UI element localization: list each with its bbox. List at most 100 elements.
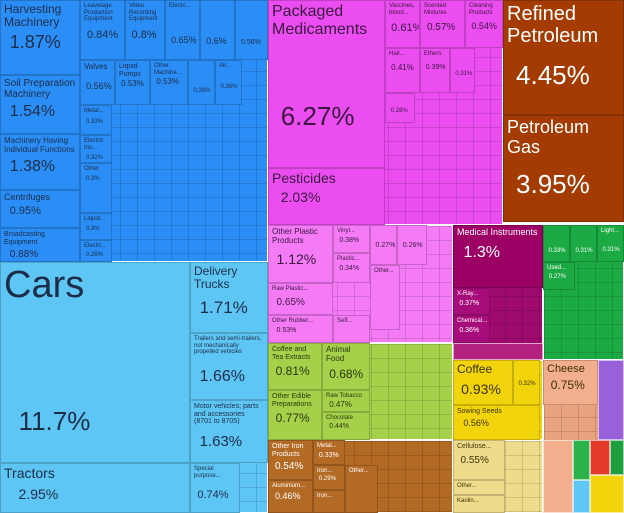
tile-label: Other Rubber... xyxy=(272,318,314,324)
tile: Air... 0.36% xyxy=(215,60,242,105)
tile: Electric Ins... 0.32% xyxy=(80,135,112,163)
tile: Motor vehicles; parts and accessories (8… xyxy=(190,400,268,463)
tile-label: Air... xyxy=(219,63,232,69)
tile-value: 0.65% xyxy=(276,296,305,308)
tile: Other... xyxy=(453,480,505,495)
tile: Vaccines, blood... 0.61% xyxy=(385,0,420,48)
tile-label: Soil Preparation Machinery xyxy=(4,78,76,100)
group-area xyxy=(543,440,573,513)
tile: Other 0.3% xyxy=(80,163,112,213)
tile-value: 1.38% xyxy=(9,157,56,175)
tile-value: 0.88% xyxy=(9,249,39,261)
tile-label: Special purpose... xyxy=(194,466,221,479)
tile-label: Medical Instruments xyxy=(457,227,538,237)
group-area xyxy=(453,343,543,360)
tile: Electri... 0.65% xyxy=(165,0,200,60)
tile: 0.28% xyxy=(385,93,415,123)
tile: Liquid... 0.3% xyxy=(80,213,112,240)
tile-label: Cheese xyxy=(547,363,585,375)
tile: Petroleum Gas 3.95% xyxy=(503,115,624,222)
tile-value: 0.54% xyxy=(471,21,497,32)
tile-value: 0.26% xyxy=(402,242,423,249)
tile-label: Vinyl... xyxy=(337,228,355,234)
tile: Aluminium... 0.46% xyxy=(268,480,313,513)
tile-label: Valves xyxy=(84,62,108,71)
tile-value: 0.3% xyxy=(85,175,100,182)
tile-value: 0.31% xyxy=(455,71,473,77)
tile-value: 1.71% xyxy=(199,298,248,318)
tile: Iron... xyxy=(313,490,345,513)
tile-label: Electri... xyxy=(169,3,191,9)
tile: Cars 11.7% xyxy=(0,262,190,463)
tile-label: Tractors xyxy=(4,465,55,481)
tile-value: 1.87% xyxy=(9,32,61,53)
tile-label: Trailers and semi-trailers, not mechanic… xyxy=(194,336,262,356)
tile-value: 1.3% xyxy=(463,243,501,261)
tile-label: Sowing Seeds xyxy=(457,408,502,415)
tile-label: Other... xyxy=(457,483,477,489)
tile-value: 0.44% xyxy=(329,422,350,430)
tile-label: Iron... xyxy=(317,468,333,474)
tile-label: Coffee and Tea Extracts xyxy=(272,346,311,361)
tile: Medical Instruments 1.3% xyxy=(453,225,543,288)
tile-value: 0.33% xyxy=(548,248,566,254)
tile-label: Chocolate xyxy=(326,415,354,421)
tile-label: Scented Mixtures xyxy=(424,3,447,16)
tile-label: Plastic... xyxy=(337,256,360,262)
tile: 0.31% xyxy=(450,48,475,93)
tile-label: Machinery Having Individual Functions xyxy=(4,136,75,154)
tile: 0.32% xyxy=(513,360,540,405)
tile-value: 2.95% xyxy=(18,486,59,503)
tile-label: Packaged Medicaments xyxy=(272,3,368,38)
tile-label: Hair... xyxy=(389,51,405,57)
tile-label: Raw Plastic... xyxy=(272,286,309,292)
tile-value: 0.95% xyxy=(9,204,41,217)
tile-label: Self... xyxy=(337,318,353,324)
tile-value: 0.26% xyxy=(85,251,103,258)
tile: Pesticides 2.03% xyxy=(268,168,385,225)
tile-value: 0.56% xyxy=(86,80,112,91)
tile: Ethers 0.39% xyxy=(420,48,450,93)
tile-label: Other... xyxy=(349,468,369,474)
tile-label: Pesticides xyxy=(272,170,336,186)
tile: Trailers and semi-trailers, not mechanic… xyxy=(190,333,268,400)
tile-value: 0.56% xyxy=(463,417,489,428)
tile: Machinery Having Individual Functions 1.3… xyxy=(0,134,80,190)
tile-label: Other xyxy=(84,166,100,172)
tile: Other Machine... 0.53% xyxy=(150,60,188,105)
tile: Scented Mixtures 0.57% xyxy=(420,0,465,48)
tile: Leavelage Production Equipment 0.84% xyxy=(80,0,125,60)
tile: Other Plastic Products 1.12% xyxy=(268,225,333,283)
tile-label: Cleaning Products xyxy=(469,3,493,16)
tile-value: 0.53% xyxy=(121,79,144,89)
tile-value: 0.53% xyxy=(276,326,297,334)
tile-label: Raw Tobacco xyxy=(326,393,362,399)
group-area xyxy=(573,440,590,480)
tile-value: 1.12% xyxy=(276,250,317,267)
tile-value: 0.57% xyxy=(426,22,456,34)
tile-value: 0.27% xyxy=(548,273,566,280)
tile-label: Vaccines, blood... xyxy=(389,3,415,16)
tile-value: 3.95% xyxy=(516,168,590,199)
tile: Liquid Pumps 0.53% xyxy=(115,60,150,105)
tile-label: Metal... xyxy=(84,108,104,114)
tile-value: 2.03% xyxy=(280,189,321,206)
tile: Harvesting Machinery 1.87% xyxy=(0,0,80,75)
tile-value: 0.6% xyxy=(206,36,227,46)
tile: 0.26% xyxy=(397,225,427,265)
tile-label: Video Recording Equipment xyxy=(129,3,158,23)
tile-label: Leavelage Production Equipment xyxy=(84,3,113,23)
tile: Plastic... 0.34% xyxy=(333,253,370,283)
tile-value: 0.38% xyxy=(339,236,360,244)
tile-label: Other... xyxy=(374,268,394,274)
tile-label: Cars xyxy=(4,264,85,306)
tile-value: 0.33% xyxy=(85,118,103,125)
tile: Special purpose... 0.74% xyxy=(190,463,240,513)
tile: Valves 0.56% xyxy=(80,60,115,105)
tile-label: X-Ray... xyxy=(457,291,479,297)
group-area xyxy=(573,480,590,513)
tile-value: 0.8% xyxy=(131,28,157,41)
tile: Kaolin... xyxy=(453,495,505,513)
tile-value: 0.39% xyxy=(193,88,211,94)
